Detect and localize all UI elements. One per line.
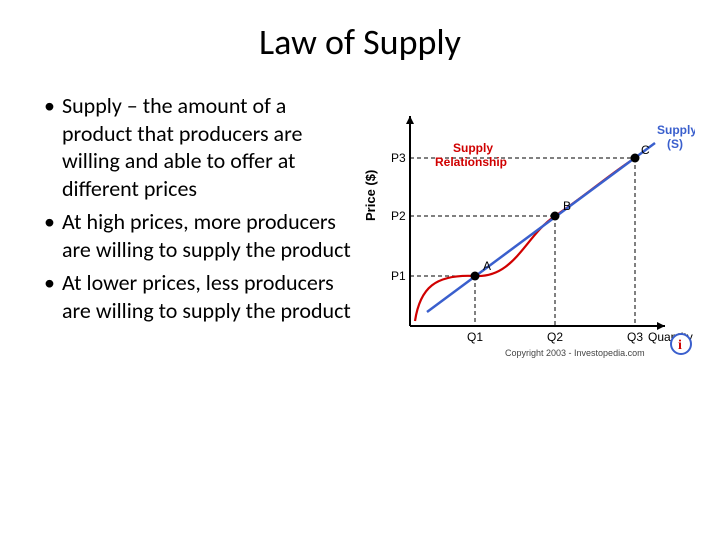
y-axis-arrow <box>406 116 414 124</box>
chart-container: A B C P1 P2 P3 Q1 Q2 Q3 Price ($) Quanti… <box>365 92 695 366</box>
bullet-item: Supply – the amount of a product that pr… <box>40 92 355 202</box>
x-axis-arrow <box>657 322 665 330</box>
content-row: Supply – the amount of a product that pr… <box>40 92 680 366</box>
point-a-label: A <box>483 259 491 273</box>
relationship-label-1: Supply <box>453 141 493 155</box>
relationship-label-2: Relationship <box>435 155 507 169</box>
point-a <box>471 272 480 281</box>
point-b <box>551 212 560 221</box>
slide-title: Law of Supply <box>40 20 680 64</box>
ytick-p2: P2 <box>391 209 406 223</box>
point-b-label: B <box>563 199 571 213</box>
y-axis-label: Price ($) <box>365 170 378 221</box>
ytick-p3: P3 <box>391 151 406 165</box>
xtick-q1: Q1 <box>467 330 483 344</box>
supply-label-2: (S) <box>667 137 683 151</box>
xtick-q3: Q3 <box>627 330 643 344</box>
bullet-item: At lower prices, less producers are will… <box>40 269 355 324</box>
bullet-list: Supply – the amount of a product that pr… <box>40 92 355 366</box>
supply-label-1: Supply <box>657 123 695 137</box>
logo-letter: i <box>678 338 682 353</box>
supply-chart: A B C P1 P2 P3 Q1 Q2 Q3 Price ($) Quanti… <box>365 96 695 366</box>
chart-copyright: Copyright 2003 - Investopedia.com <box>505 348 645 358</box>
point-c-label: C <box>641 143 650 157</box>
point-c <box>631 154 640 163</box>
ytick-p1: P1 <box>391 269 406 283</box>
bullet-item: At high prices, more producers are willi… <box>40 208 355 263</box>
xtick-q2: Q2 <box>547 330 563 344</box>
slide-root: Law of Supply Supply – the amount of a p… <box>0 0 720 540</box>
